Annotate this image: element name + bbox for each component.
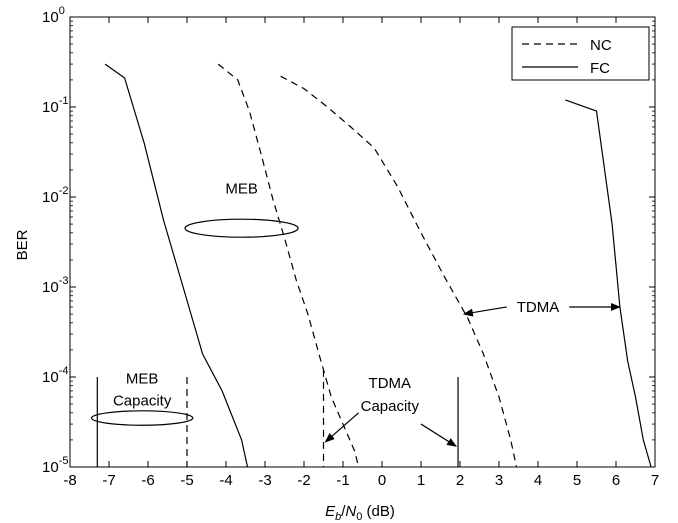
x-tick-label-6: -2 bbox=[297, 472, 310, 489]
y-tick-label-3: 10-2 bbox=[42, 185, 68, 206]
legend: NC FC bbox=[511, 26, 650, 81]
series-tdma-fc-line bbox=[565, 99, 652, 468]
x-tick-label-4: -4 bbox=[219, 472, 232, 489]
tdma-capacity-label-line2: Capacity bbox=[361, 398, 420, 415]
meb-label: MEB bbox=[225, 180, 258, 197]
y-tick-label-base-4: 10 bbox=[42, 99, 59, 116]
x-tick-label-13: 5 bbox=[573, 472, 581, 489]
x-axis-label: Eb/N0 (dB) bbox=[325, 503, 395, 523]
x-tick-label-12: 4 bbox=[534, 472, 542, 489]
y-tick-label-base-0: 10 bbox=[42, 459, 59, 476]
x-axis-label-unit: (dB) bbox=[362, 503, 395, 520]
series-meb-fc-line bbox=[104, 63, 249, 468]
annotation-layer: MEB MEB Capacity TDMA TDMA Capacity bbox=[90, 180, 621, 447]
x-tick-label-0: -8 bbox=[63, 472, 76, 489]
x-axis-label-sub-b: b bbox=[335, 511, 341, 523]
tdma-arrow-0 bbox=[462, 306, 507, 317]
meb-capacity-label-line1: MEB bbox=[126, 370, 159, 387]
x-tick-label-15: 7 bbox=[651, 472, 659, 489]
x-tick-label-8: 0 bbox=[378, 472, 386, 489]
meb-ellipse bbox=[184, 218, 299, 238]
tdma-capacity-label-line1: TDMA bbox=[369, 375, 412, 392]
y-tick-label-exp-0: -5 bbox=[59, 455, 69, 467]
y-tick-label-exp-1: -4 bbox=[59, 365, 69, 377]
meb-capacity-ellipse bbox=[90, 410, 194, 426]
tdma-capacity-arrow-1 bbox=[420, 423, 457, 447]
y-tick-label-4: 10-1 bbox=[42, 95, 68, 116]
y-tick-label-base-3: 10 bbox=[42, 189, 59, 206]
tdma-capacity-arrow-0 bbox=[324, 412, 359, 443]
x-tick-label-1: -7 bbox=[102, 472, 115, 489]
x-tick-label-9: 1 bbox=[417, 472, 425, 489]
series-tdma-nc-line bbox=[280, 75, 518, 468]
x-axis-label-e: E bbox=[325, 503, 336, 520]
x-tick-label-10: 2 bbox=[456, 472, 464, 489]
y-tick-label-1: 10-4 bbox=[42, 365, 68, 386]
x-tick-label-2: -6 bbox=[141, 472, 154, 489]
y-tick-label-2: 10-3 bbox=[42, 275, 68, 296]
y-tick-label-exp-2: -3 bbox=[59, 275, 69, 287]
y-tick-label-5: 100 bbox=[42, 5, 65, 26]
series-meb-nc-line bbox=[217, 63, 360, 468]
meb-capacity-label-line2: Capacity bbox=[113, 393, 172, 410]
x-tick-label-11: 3 bbox=[495, 472, 503, 489]
series-layer bbox=[104, 63, 652, 468]
y-tick-label-0: 10-5 bbox=[42, 455, 68, 476]
x-tick-label-14: 6 bbox=[612, 472, 620, 489]
legend-nc-label: NC bbox=[590, 37, 612, 54]
axis-ticks: -8 -7 -6 -5 -4 -3 -2 -1 0 1 2 3 4 5 6 710-510-410-310-2… bbox=[42, 5, 659, 489]
x-axis-label-n: N bbox=[345, 503, 356, 520]
x-axis-label-slash: / bbox=[341, 503, 346, 520]
legend-fc-label: FC bbox=[590, 60, 610, 77]
y-tick-label-exp-4: -1 bbox=[59, 95, 69, 107]
y-tick-label-base-5: 10 bbox=[42, 9, 59, 26]
y-tick-label-base-1: 10 bbox=[42, 369, 59, 386]
y-axis-label: BER bbox=[14, 229, 31, 260]
y-tick-label-exp-3: -2 bbox=[59, 185, 69, 197]
plot-area bbox=[69, 16, 656, 468]
legend-box bbox=[511, 26, 650, 81]
x-tick-label-5: -3 bbox=[258, 472, 271, 489]
y-tick-label-exp-5: 0 bbox=[59, 5, 65, 17]
x-axis-label-sub-0: 0 bbox=[356, 511, 362, 523]
y-tick-label-base-2: 10 bbox=[42, 279, 59, 296]
x-tick-label-7: -1 bbox=[336, 472, 349, 489]
x-tick-label-3: -5 bbox=[180, 472, 193, 489]
tdma-label: TDMA bbox=[517, 299, 560, 316]
